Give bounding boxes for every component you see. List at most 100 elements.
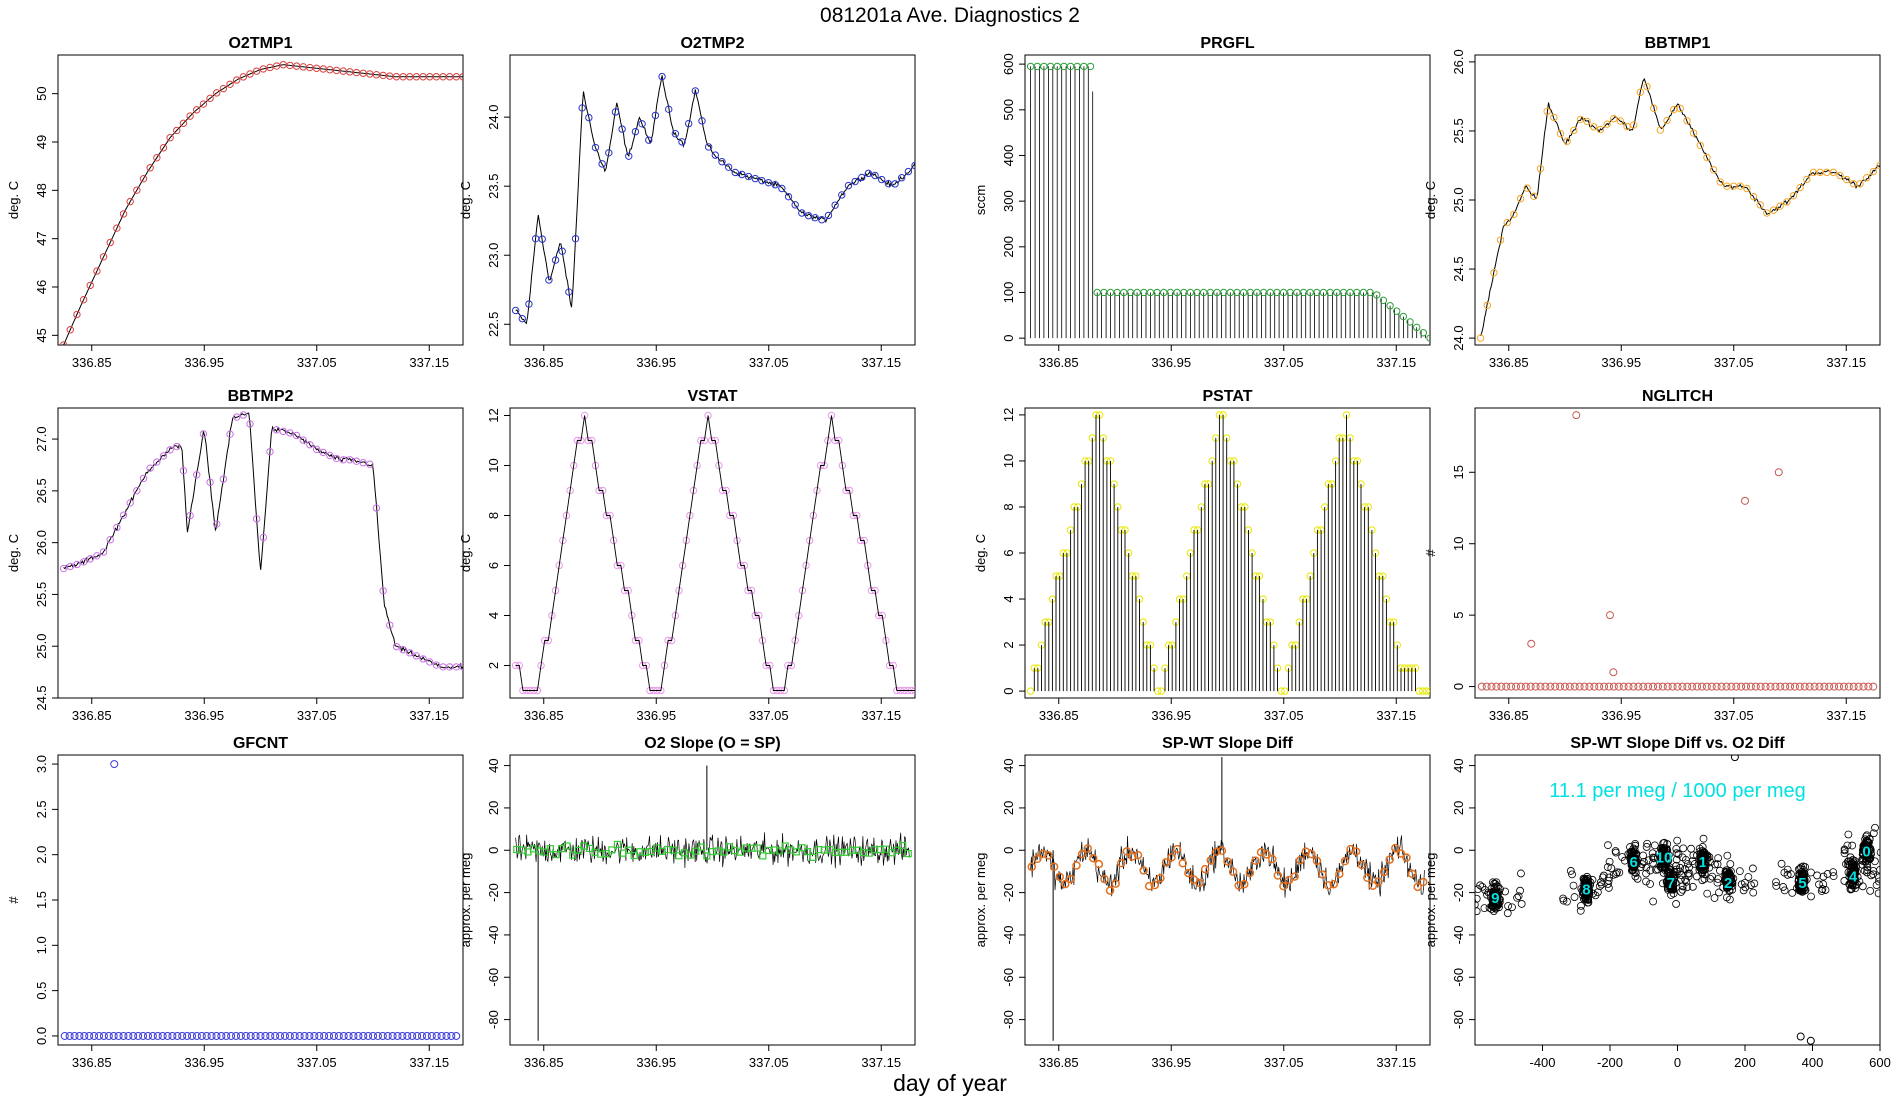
data-point: [1722, 682, 1731, 691]
data-point: [1696, 141, 1704, 149]
scatter-point: [1568, 870, 1576, 879]
data-point: [276, 1031, 285, 1040]
scatter-point: [1475, 894, 1481, 903]
data-point: [1844, 682, 1853, 691]
data-point: [1407, 869, 1417, 878]
data-point: [1150, 880, 1160, 890]
data-point: [1496, 236, 1505, 244]
y-tick-label: -60: [486, 968, 501, 987]
data-point: [1279, 881, 1288, 891]
data-point: [166, 134, 174, 142]
scatter-point: [1475, 907, 1481, 916]
scatter-point: [1772, 881, 1781, 890]
scatter-point: [1722, 893, 1731, 902]
data-point: [686, 851, 694, 859]
data-point: [1595, 682, 1604, 691]
data-point: [199, 100, 208, 108]
data-point: [95, 1031, 104, 1040]
scatter-point: [1589, 889, 1597, 898]
scatter-point: [1749, 864, 1757, 873]
data-point: [1055, 872, 1064, 882]
panel-sp-wt-slope-diff-vs-o2-diff: SP-WT Slope Diff vs. O2 Diff approx. per …: [1423, 735, 1891, 1070]
data-point: [1363, 873, 1372, 883]
data-point: [106, 238, 114, 247]
data-point: [571, 234, 580, 243]
data-point: [241, 1031, 250, 1040]
panel-title: O2TMP1: [228, 35, 292, 52]
x-tick-label: 337.15: [409, 1055, 449, 1070]
data-point: [66, 326, 74, 334]
x-tick-label: 337.05: [297, 708, 337, 723]
data-point: [864, 561, 872, 570]
scatter-point: [1480, 904, 1489, 913]
data-point: [891, 180, 899, 188]
series-line: [515, 75, 915, 325]
data-point: [173, 442, 181, 451]
x-tick-label: 337.05: [1264, 355, 1304, 370]
scatter-point: [1503, 909, 1512, 918]
scatter-point: [1840, 845, 1849, 854]
data-point: [899, 841, 907, 850]
scatter-point: [1513, 893, 1521, 902]
data-point: [452, 1031, 461, 1040]
data-point: [59, 564, 68, 573]
scatter-point: [1485, 903, 1494, 912]
scatter-point: [1797, 886, 1805, 895]
data-point: [1815, 682, 1824, 691]
y-tick-label: 200: [1001, 236, 1016, 258]
data-point: [1167, 853, 1176, 862]
scatter-point: [1869, 870, 1878, 879]
data-point: [232, 413, 241, 421]
series-line: [63, 64, 463, 345]
data-point: [1570, 682, 1579, 691]
data-point: [1502, 682, 1511, 691]
data-point: [1153, 288, 1161, 297]
data-point: [295, 1031, 304, 1040]
scatter-point: [1710, 894, 1719, 902]
data-point: [459, 73, 463, 81]
scatter-point: [1563, 897, 1571, 906]
outlier-point: [1806, 1036, 1815, 1045]
x-tick-label: 337.05: [749, 708, 789, 723]
data-point: [591, 143, 600, 152]
data-point: [413, 1031, 422, 1040]
x-tick-label: 337.05: [1714, 708, 1754, 723]
data-point: [697, 843, 705, 851]
data-point: [1805, 682, 1814, 691]
x-tick-label: 337.15: [861, 355, 901, 370]
data-point: [818, 216, 826, 224]
scatter-point: [1715, 888, 1723, 897]
data-point: [73, 310, 81, 319]
data-point: [1864, 682, 1873, 691]
data-point: [1126, 288, 1135, 297]
scatter-point: [1483, 890, 1491, 899]
x-tick-label: 336.85: [1489, 355, 1529, 370]
data-point: [134, 1031, 143, 1040]
data-point: [1299, 288, 1308, 297]
data-point: [1668, 682, 1677, 691]
scatter-point: [1871, 823, 1879, 832]
scatter-point: [1476, 881, 1485, 890]
data-point: [261, 1031, 270, 1040]
y-tick-label: 10: [1001, 454, 1016, 468]
y-tick-label: 8: [486, 512, 501, 519]
scatter-point: [1508, 903, 1516, 912]
scatter-point: [1799, 879, 1808, 888]
data-point: [1116, 858, 1126, 868]
data-point: [798, 844, 806, 852]
scatter-point: [1638, 860, 1646, 868]
data-point: [1556, 682, 1565, 691]
plot-frame: [1474, 54, 1881, 346]
data-point: [334, 1031, 343, 1040]
scatter-point: [1629, 847, 1638, 856]
data-point: [691, 87, 700, 95]
data-point: [158, 1031, 167, 1040]
data-point: [1619, 682, 1628, 691]
panel-title: BBTMP1: [1645, 35, 1711, 52]
data-point: [447, 1031, 456, 1040]
data-point: [1543, 107, 1551, 116]
scatter-point: [1726, 860, 1735, 868]
scatter-point: [1662, 845, 1671, 854]
scatter-point: [1490, 879, 1499, 888]
data-point: [1658, 682, 1667, 691]
